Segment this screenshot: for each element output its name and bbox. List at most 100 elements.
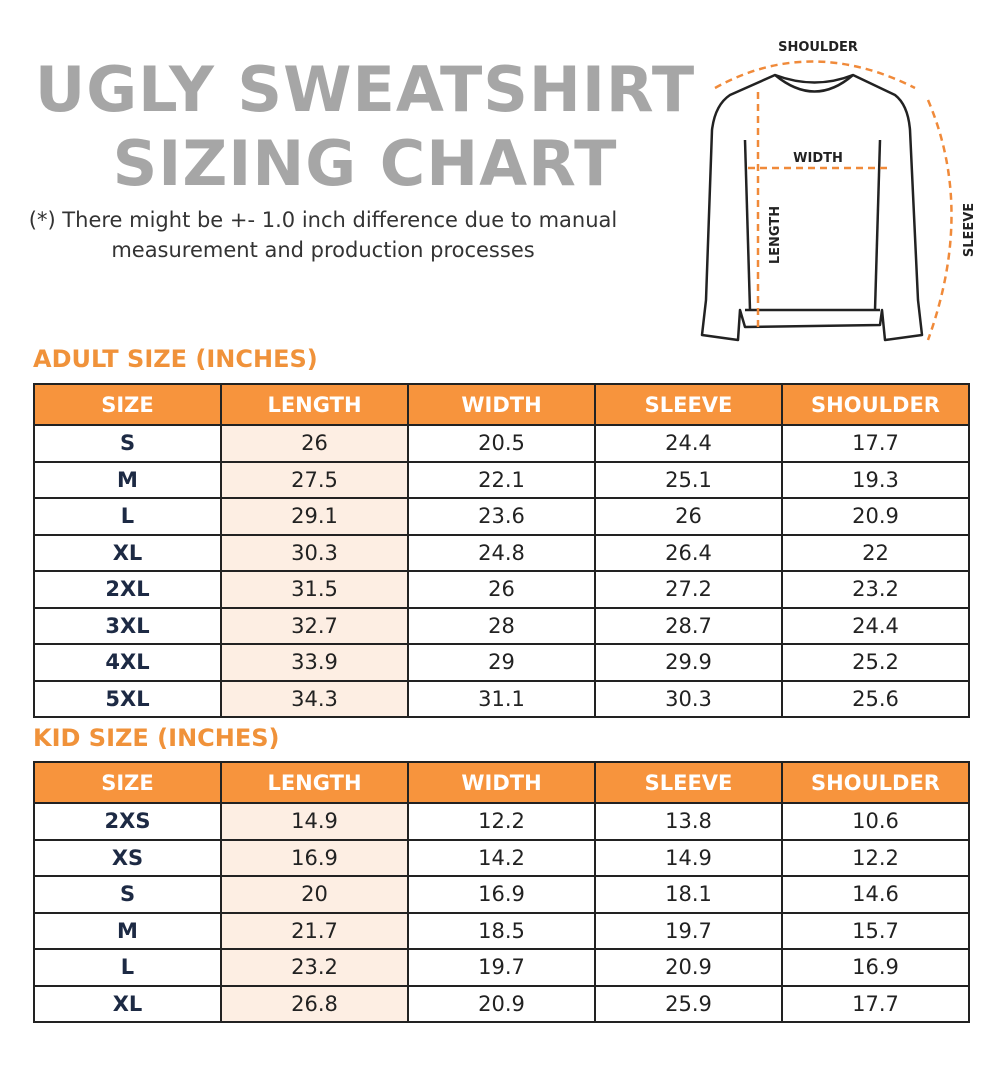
cell-size: XL (33, 533, 222, 572)
column-header-shoulder: SHOULDER (781, 383, 970, 426)
cell-length: 29.1 (220, 497, 409, 536)
column-header-size: SIZE (33, 761, 222, 804)
kid-size-table: SIZE LENGTH WIDTH SLEEVE SHOULDER 2XS 14.9 12.2… (33, 761, 970, 1023)
table-row: L 23.2 19.7 20.9 16.9 (33, 948, 970, 987)
column-header-width: WIDTH (407, 383, 596, 426)
cell-sleeve: 26 (594, 497, 783, 536)
cell-size: 3XL (33, 606, 222, 645)
cell-sleeve: 26.4 (594, 533, 783, 572)
length-label: LENGTH (768, 206, 783, 264)
cell-size: XS (33, 838, 222, 877)
cell-length: 16.9 (220, 838, 409, 877)
table-row: XS 16.9 14.2 14.9 12.2 (33, 838, 970, 877)
cell-width: 19.7 (407, 948, 596, 987)
cell-shoulder: 17.7 (781, 424, 970, 463)
cell-shoulder: 16.9 (781, 948, 970, 987)
column-header-sleeve: SLEEVE (594, 761, 783, 804)
table-row: 4XL 33.9 29 29.9 25.2 (33, 643, 970, 682)
measurement-note: (*) There might be +- 1.0 inch differenc… (28, 208, 618, 262)
cell-size: XL (33, 984, 222, 1023)
cell-sleeve: 19.7 (594, 911, 783, 950)
title-line-2: SIZING CHART (112, 127, 618, 200)
cell-width: 31.1 (407, 679, 596, 718)
cell-shoulder: 22 (781, 533, 970, 572)
table-row: 3XL 32.7 28 28.7 24.4 (33, 606, 970, 645)
cell-length: 26 (220, 424, 409, 463)
column-header-length: LENGTH (220, 383, 409, 426)
cell-size: S (33, 875, 222, 914)
cell-sleeve: 28.7 (594, 606, 783, 645)
table-row: M 21.7 18.5 19.7 15.7 (33, 911, 970, 950)
cell-sleeve: 30.3 (594, 679, 783, 718)
column-header-sleeve: SLEEVE (594, 383, 783, 426)
cell-shoulder: 10.6 (781, 802, 970, 841)
column-header-shoulder: SHOULDER (781, 761, 970, 804)
cell-sleeve: 27.2 (594, 570, 783, 609)
cell-shoulder: 20.9 (781, 497, 970, 536)
adult-size-table: SIZE LENGTH WIDTH SLEEVE SHOULDER S 26 20.5 24.4… (33, 383, 970, 718)
table-row: M 27.5 22.1 25.1 19.3 (33, 460, 970, 499)
cell-size: M (33, 911, 222, 950)
table-row: 2XS 14.9 12.2 13.8 10.6 (33, 802, 970, 841)
sleeve-label: SLEEVE (962, 203, 977, 257)
cell-width: 16.9 (407, 875, 596, 914)
cell-length: 21.7 (220, 911, 409, 950)
column-header-size: SIZE (33, 383, 222, 426)
table-row: S 26 20.5 24.4 17.7 (33, 424, 970, 463)
cell-sleeve: 18.1 (594, 875, 783, 914)
cell-width: 28 (407, 606, 596, 645)
cell-width: 18.5 (407, 911, 596, 950)
cell-width: 29 (407, 643, 596, 682)
cell-width: 20.9 (407, 984, 596, 1023)
sweatshirt-diagram: SHOULDER WIDTH LENGTH SLEEVE (700, 40, 977, 342)
cell-shoulder: 17.7 (781, 984, 970, 1023)
cell-size: 5XL (33, 679, 222, 718)
cell-shoulder: 15.7 (781, 911, 970, 950)
shoulder-label: SHOULDER (778, 40, 858, 55)
cell-width: 14.2 (407, 838, 596, 877)
cell-size: 2XL (33, 570, 222, 609)
cell-sleeve: 13.8 (594, 802, 783, 841)
cell-shoulder: 14.6 (781, 875, 970, 914)
cell-size: 4XL (33, 643, 222, 682)
cell-length: 33.9 (220, 643, 409, 682)
cell-length: 23.2 (220, 948, 409, 987)
cell-sleeve: 25.1 (594, 460, 783, 499)
kid-section-title: KID SIZE (INCHES) (33, 724, 280, 752)
cell-length: 20 (220, 875, 409, 914)
cell-size: 2XS (33, 802, 222, 841)
cell-width: 24.8 (407, 533, 596, 572)
table-row: XL 30.3 24.8 26.4 22 (33, 533, 970, 572)
cell-sleeve: 20.9 (594, 948, 783, 987)
cell-shoulder: 25.6 (781, 679, 970, 718)
title-line-1: UGLY SWEATSHIRT (34, 53, 696, 126)
table-row: L 29.1 23.6 26 20.9 (33, 497, 970, 536)
column-header-length: LENGTH (220, 761, 409, 804)
cell-size: M (33, 460, 222, 499)
adult-section-title: ADULT SIZE (INCHES) (33, 345, 318, 373)
cell-shoulder: 23.2 (781, 570, 970, 609)
cell-width: 26 (407, 570, 596, 609)
cell-length: 14.9 (220, 802, 409, 841)
cell-width: 12.2 (407, 802, 596, 841)
cell-sleeve: 14.9 (594, 838, 783, 877)
width-label: WIDTH (793, 151, 843, 166)
table-row: S 20 16.9 18.1 14.6 (33, 875, 970, 914)
cell-size: L (33, 497, 222, 536)
cell-shoulder: 12.2 (781, 838, 970, 877)
cell-length: 34.3 (220, 679, 409, 718)
cell-size: L (33, 948, 222, 987)
table-row: 5XL 34.3 31.1 30.3 25.6 (33, 679, 970, 718)
table-row: XL 26.8 20.9 25.9 17.7 (33, 984, 970, 1023)
cell-length: 26.8 (220, 984, 409, 1023)
cell-length: 30.3 (220, 533, 409, 572)
cell-shoulder: 19.3 (781, 460, 970, 499)
cell-sleeve: 24.4 (594, 424, 783, 463)
cell-width: 22.1 (407, 460, 596, 499)
cell-width: 20.5 (407, 424, 596, 463)
cell-sleeve: 29.9 (594, 643, 783, 682)
cell-length: 31.5 (220, 570, 409, 609)
table-row: 2XL 31.5 26 27.2 23.2 (33, 570, 970, 609)
column-header-width: WIDTH (407, 761, 596, 804)
cell-shoulder: 24.4 (781, 606, 970, 645)
